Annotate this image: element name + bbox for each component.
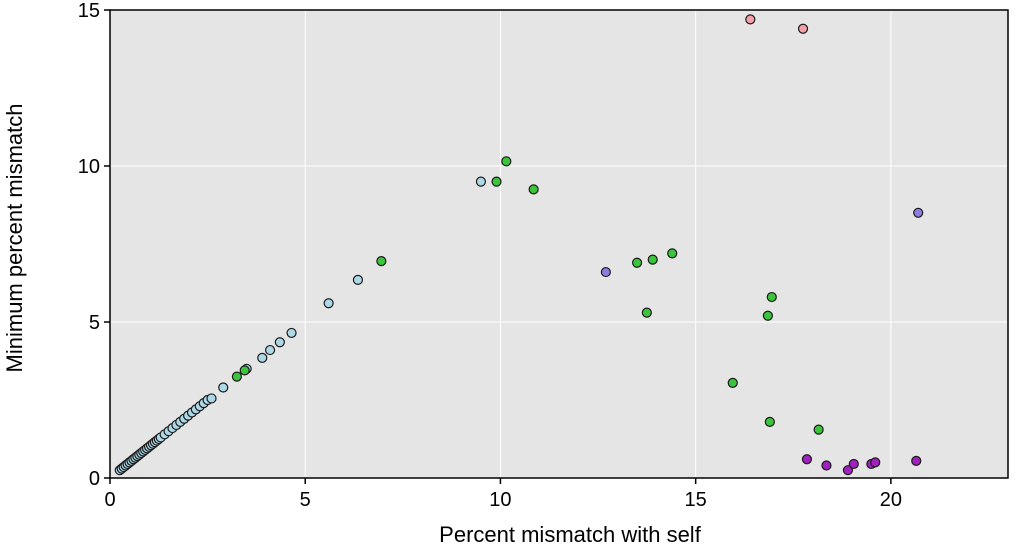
- data-point: [219, 383, 228, 392]
- data-point: [642, 308, 651, 317]
- data-point: [633, 258, 642, 267]
- x-axis-label: Percent mismatch with self: [439, 522, 702, 547]
- data-point: [476, 177, 485, 186]
- x-tick-label: 20: [880, 489, 902, 511]
- data-point: [668, 249, 677, 258]
- data-point: [765, 417, 774, 426]
- data-point: [529, 185, 538, 194]
- y-tick-label: 10: [78, 156, 100, 178]
- data-point: [324, 299, 333, 308]
- x-tick-label: 15: [685, 489, 707, 511]
- data-point: [802, 455, 811, 464]
- data-point: [912, 456, 921, 465]
- y-tick-label: 0: [89, 468, 100, 490]
- data-point: [871, 458, 880, 467]
- data-point: [502, 157, 511, 166]
- data-point: [746, 15, 755, 24]
- data-point: [377, 257, 386, 266]
- data-point: [232, 372, 241, 381]
- data-point: [258, 353, 267, 362]
- data-point: [275, 338, 284, 347]
- data-point: [914, 208, 923, 217]
- x-tick-label: 0: [104, 489, 115, 511]
- y-axis-label: Minimum percent mismatch: [2, 104, 27, 373]
- data-point: [287, 328, 296, 337]
- plot-background: [110, 10, 1008, 478]
- data-point: [353, 275, 362, 284]
- data-point: [601, 268, 610, 277]
- data-point: [767, 293, 776, 302]
- data-point: [492, 177, 501, 186]
- data-point: [814, 425, 823, 434]
- data-point: [240, 366, 249, 375]
- data-point: [728, 378, 737, 387]
- y-tick-label: 5: [89, 312, 100, 334]
- data-point: [763, 311, 772, 320]
- data-point: [799, 24, 808, 33]
- y-tick-label: 15: [78, 0, 100, 22]
- x-tick-label: 5: [300, 489, 311, 511]
- data-point: [207, 394, 216, 403]
- data-point: [822, 461, 831, 470]
- data-point: [648, 255, 657, 264]
- data-point: [849, 459, 858, 468]
- data-point: [266, 346, 275, 355]
- y-axis-ticks: 0 5 10 15: [78, 0, 110, 490]
- x-tick-label: 10: [489, 489, 511, 511]
- x-axis-ticks: 0 5 10 15 20: [104, 478, 902, 511]
